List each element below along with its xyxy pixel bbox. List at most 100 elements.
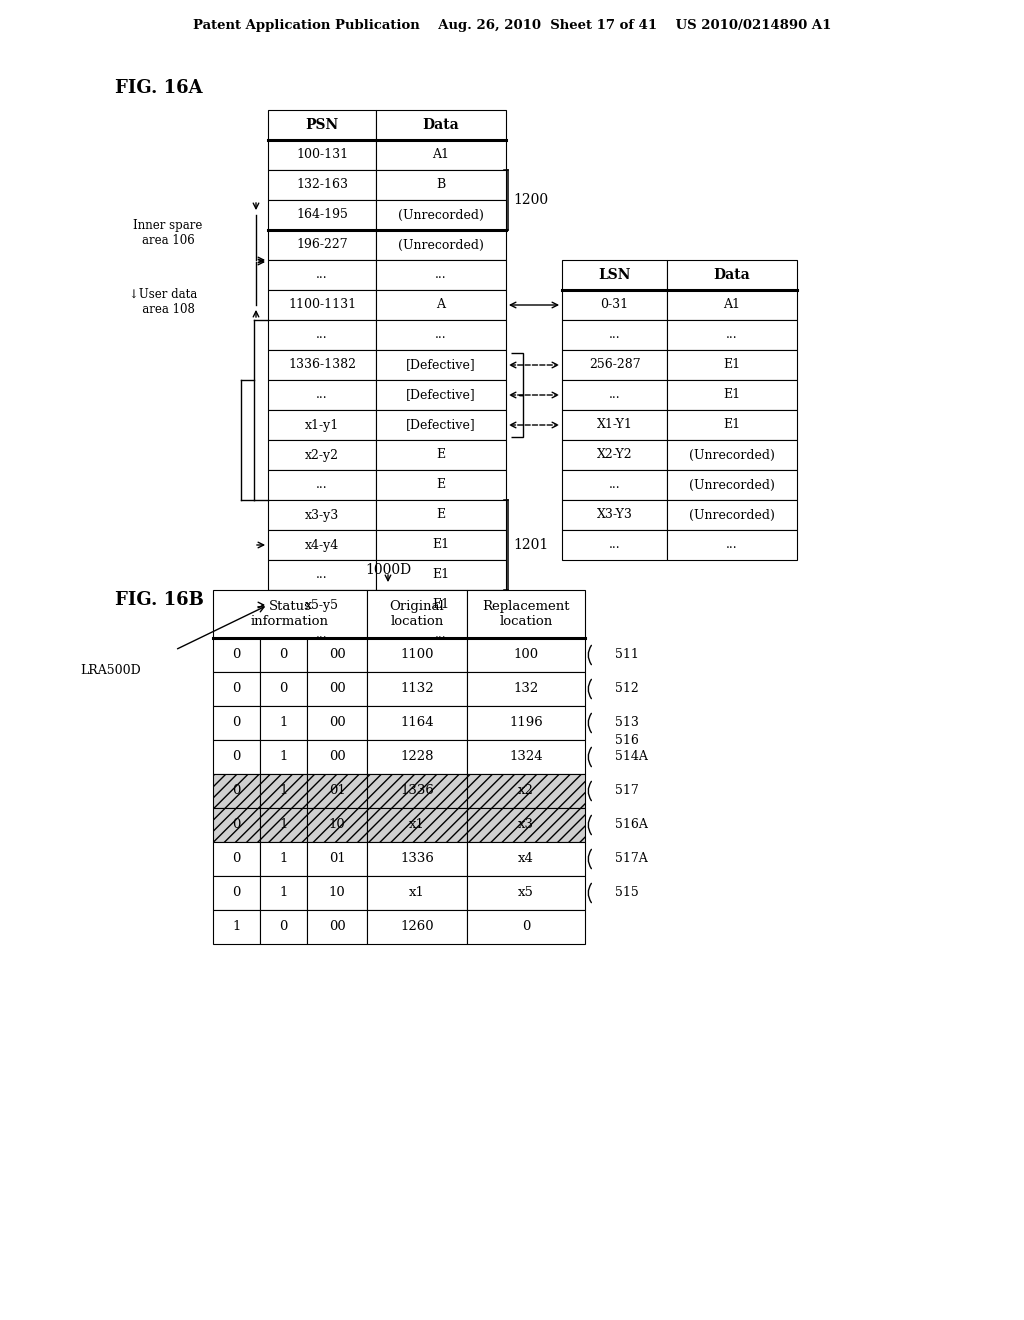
Bar [260, 909, 307, 944]
Text: 1336: 1336 [400, 853, 434, 866]
Text: 0-31: 0-31 [600, 298, 629, 312]
Text: [Defective]: [Defective] [407, 388, 476, 401]
Text: 00: 00 [329, 717, 345, 730]
Text: x2-y2: x2-y2 [305, 449, 339, 462]
Text: E1: E1 [723, 388, 740, 401]
Bar [213, 876, 260, 909]
Bar [667, 440, 797, 470]
Text: ...: ... [316, 479, 328, 491]
Bar [667, 380, 797, 411]
Bar [667, 500, 797, 531]
Text: (Unrecorded): (Unrecorded) [398, 239, 484, 252]
Text: (Unrecorded): (Unrecorded) [689, 508, 775, 521]
Text: ...: ... [316, 329, 328, 342]
Bar [562, 470, 667, 500]
Text: ...: ... [726, 329, 738, 342]
Bar [376, 531, 506, 560]
Text: PSN: PSN [305, 117, 339, 132]
Bar [268, 201, 376, 230]
Bar [367, 909, 467, 944]
Text: 513: 513 [615, 717, 639, 730]
Bar [213, 774, 260, 808]
Bar [667, 470, 797, 500]
Text: 00: 00 [329, 682, 345, 696]
Text: LRA500D: LRA500D [80, 664, 140, 677]
Bar [260, 876, 307, 909]
Bar [467, 842, 585, 876]
Text: 1196: 1196 [509, 717, 543, 730]
Bar [562, 260, 667, 290]
Text: [Defective]: [Defective] [407, 359, 476, 371]
Bar [213, 842, 260, 876]
Text: 512: 512 [615, 682, 639, 696]
Text: E: E [436, 479, 445, 491]
Text: ...: ... [608, 479, 621, 491]
Bar [376, 230, 506, 260]
Bar [562, 319, 667, 350]
Bar [307, 909, 367, 944]
Text: 0: 0 [232, 887, 241, 899]
Text: 1: 1 [280, 717, 288, 730]
Bar [367, 638, 467, 672]
Bar [667, 260, 797, 290]
Bar [562, 380, 667, 411]
Text: E: E [436, 508, 445, 521]
Text: 1: 1 [232, 920, 241, 933]
Text: 511: 511 [615, 648, 639, 661]
Bar [367, 876, 467, 909]
Text: 1201: 1201 [513, 539, 548, 552]
Bar [376, 260, 506, 290]
Text: 00: 00 [329, 648, 345, 661]
Text: Inner spare
area 106: Inner spare area 106 [133, 219, 203, 247]
Bar [376, 140, 506, 170]
Text: x2: x2 [518, 784, 534, 797]
Text: 1324: 1324 [509, 751, 543, 763]
Text: Patent Application Publication    Aug. 26, 2010  Sheet 17 of 41    US 2010/02148: Patent Application Publication Aug. 26, … [193, 18, 831, 32]
Bar [562, 500, 667, 531]
Text: 10: 10 [329, 887, 345, 899]
Text: 1100-1131: 1100-1131 [288, 298, 356, 312]
Text: 100-131: 100-131 [296, 149, 348, 161]
Text: x3: x3 [518, 818, 534, 832]
Bar [376, 620, 506, 649]
Text: x4-y4: x4-y4 [305, 539, 339, 552]
Bar [213, 741, 260, 774]
Text: 100: 100 [513, 648, 539, 661]
Text: ...: ... [608, 388, 621, 401]
Text: FIG. 16A: FIG. 16A [115, 79, 203, 96]
Text: 1: 1 [280, 751, 288, 763]
Text: x3-y3: x3-y3 [305, 508, 339, 521]
Text: x5: x5 [518, 887, 534, 899]
Bar [367, 672, 467, 706]
Bar [562, 531, 667, 560]
Text: 0: 0 [522, 920, 530, 933]
Text: 1336-1382: 1336-1382 [288, 359, 356, 371]
Text: 0: 0 [232, 784, 241, 797]
Bar [562, 411, 667, 440]
Bar [213, 638, 260, 672]
Bar [213, 808, 260, 842]
Text: 164-195: 164-195 [296, 209, 348, 222]
Text: 1: 1 [280, 887, 288, 899]
Bar [268, 411, 376, 440]
Text: 0: 0 [280, 682, 288, 696]
Text: 517A: 517A [615, 853, 648, 866]
Text: [Defective]: [Defective] [407, 418, 476, 432]
Bar [562, 350, 667, 380]
Bar [376, 560, 506, 590]
Bar [260, 774, 307, 808]
Text: Status
information: Status information [251, 601, 329, 628]
Bar [367, 590, 467, 638]
Text: Replacement
location: Replacement location [482, 601, 569, 628]
Text: E1: E1 [723, 418, 740, 432]
Bar [213, 590, 367, 638]
Text: X1-Y1: X1-Y1 [597, 418, 633, 432]
Text: ...: ... [435, 329, 446, 342]
Text: 1100: 1100 [400, 648, 434, 661]
Bar [667, 531, 797, 560]
Text: 1000D: 1000D [365, 564, 411, 577]
Bar [268, 590, 376, 620]
Text: x1-y1: x1-y1 [305, 418, 339, 432]
Text: FIG. 16B: FIG. 16B [115, 591, 204, 609]
Bar [307, 638, 367, 672]
